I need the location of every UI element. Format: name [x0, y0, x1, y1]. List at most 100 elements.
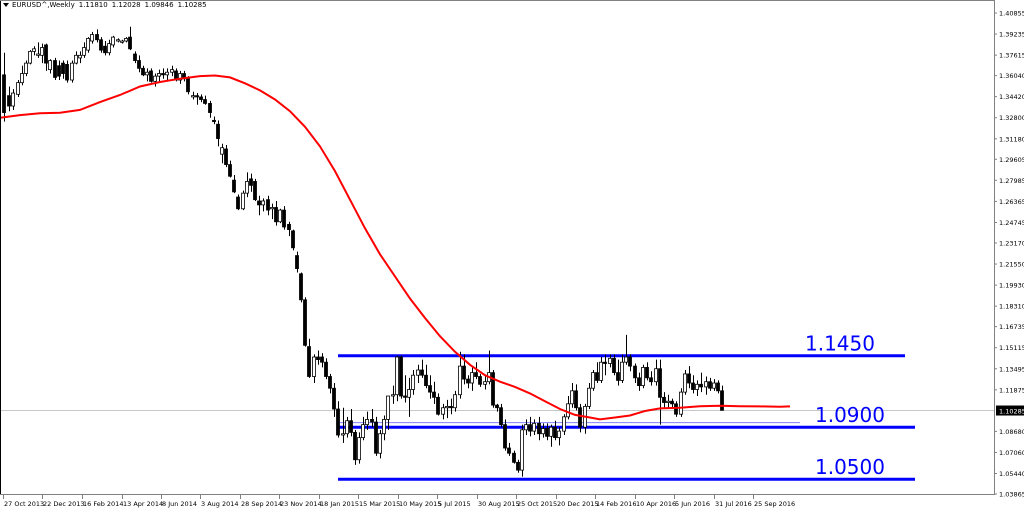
candle-bull	[165, 71, 169, 76]
candle-bull	[170, 69, 174, 73]
candle-bull	[458, 365, 462, 396]
candle-bear	[266, 199, 270, 211]
candle-bear	[141, 67, 145, 76]
y-tick-label: 1.24745	[999, 219, 1024, 227]
candle-bear	[432, 391, 436, 398]
candle-bull	[683, 373, 687, 393]
candle-bull	[695, 383, 699, 390]
candle-bear	[633, 365, 637, 379]
candle-bull	[395, 356, 399, 396]
candle-bear	[512, 452, 516, 463]
candle-bear	[578, 407, 582, 428]
candle-bull	[107, 43, 111, 54]
y-tick-label: 1.19930	[999, 282, 1024, 290]
dropdown-triangle-icon[interactable]	[3, 3, 9, 7]
y-tick-label: 1.31180	[999, 135, 1024, 143]
candle-bear	[274, 207, 278, 223]
candle-bull	[28, 51, 32, 64]
x-tick-label: 3 Aug 2014	[201, 500, 239, 508]
candle-bear	[228, 164, 232, 177]
candle-bull	[679, 391, 683, 415]
candle-bull	[124, 38, 128, 42]
candle-bear	[516, 461, 520, 471]
candle-bear	[507, 447, 511, 454]
candle-bear	[137, 60, 141, 69]
price-axis[interactable]: 1.40855 1.39235 1.37615 1.36040 1.34420 1.328…	[994, 10, 1024, 499]
candle-bear	[499, 407, 503, 426]
candle-bull	[599, 361, 603, 381]
x-tick-label: 8 Jun 2014	[162, 500, 197, 508]
candle-bull	[16, 82, 20, 95]
candle-bull	[557, 430, 561, 439]
candle-bull	[608, 357, 612, 364]
candle-bear	[716, 382, 720, 392]
candle-bull	[40, 47, 44, 56]
candle-bear	[466, 378, 470, 384]
x-tick-label: 10 May 2015	[399, 500, 441, 508]
candle-bull	[345, 420, 349, 435]
moving-average-line	[0, 74, 791, 421]
current-price-tag-text: 1.10285	[999, 408, 1024, 416]
candle-bull	[78, 54, 82, 59]
y-tick-label: 1.16735	[999, 323, 1024, 331]
candle-bear	[336, 408, 340, 436]
candle-bear	[128, 36, 132, 50]
support-resistance-lines[interactable]	[338, 354, 915, 481]
candle-bull	[120, 40, 124, 43]
x-tick-label: 27 Oct 2013	[4, 500, 44, 508]
y-tick-label: 1.08680	[999, 428, 1024, 436]
candle-bear	[674, 403, 678, 415]
candle-bear	[133, 53, 137, 61]
x-tick-label: 13 Apr 2014	[123, 500, 163, 508]
open-value: 1.11810	[78, 1, 108, 9]
candle-bear	[224, 148, 228, 165]
candle-bull	[441, 407, 445, 415]
x-tick-label: 5 Jul 2015	[438, 500, 471, 508]
candle-bull	[591, 372, 595, 389]
candle-bull	[712, 382, 716, 389]
candle-bull	[620, 361, 624, 381]
candle-bear	[303, 299, 307, 346]
candle-bear	[95, 34, 99, 41]
candle-bull	[11, 92, 15, 107]
candle-bear	[424, 374, 428, 387]
candle-bull	[391, 394, 395, 397]
candle-bear	[449, 406, 453, 409]
candle-bull	[116, 39, 120, 42]
x-tick-label: 15 Mar 2015	[359, 500, 400, 508]
x-tick-label: 14 Feb 2016	[596, 500, 636, 508]
candle-bear	[324, 361, 328, 377]
level-labels: 1.1450 1.0900 1.0500	[805, 332, 885, 480]
candle-bull	[382, 419, 386, 435]
level-label: 1.1450	[805, 332, 875, 356]
candle-bull	[157, 73, 161, 77]
candle-bull	[453, 394, 457, 409]
candle-bull	[570, 390, 574, 405]
y-tick-label: 1.15115	[999, 344, 1024, 352]
candle-bear	[2, 74, 6, 113]
candle-bull	[90, 34, 94, 42]
y-tick-label: 1.11875	[999, 386, 1024, 394]
candle-bear	[691, 382, 695, 390]
candle-bear	[574, 390, 578, 409]
candle-bull	[411, 374, 415, 390]
candle-bear	[249, 178, 253, 186]
candle-bull	[24, 62, 28, 74]
level-label: 1.0900	[815, 403, 885, 427]
candle-bear	[287, 223, 291, 230]
x-tick-label: 5 Jun 2016	[675, 500, 710, 508]
candle-bear	[212, 119, 216, 123]
y-tick-label: 1.40855	[999, 10, 1024, 18]
candle-bear	[474, 372, 478, 377]
candle-bull	[86, 38, 90, 51]
candle-bull	[704, 381, 708, 388]
candle-bear	[708, 381, 712, 389]
y-tick-label: 1.39235	[999, 31, 1024, 39]
candle-bull	[587, 387, 591, 407]
close-value: 1.10285	[177, 1, 207, 9]
candle-bear	[199, 96, 203, 100]
candle-bull	[357, 437, 361, 461]
